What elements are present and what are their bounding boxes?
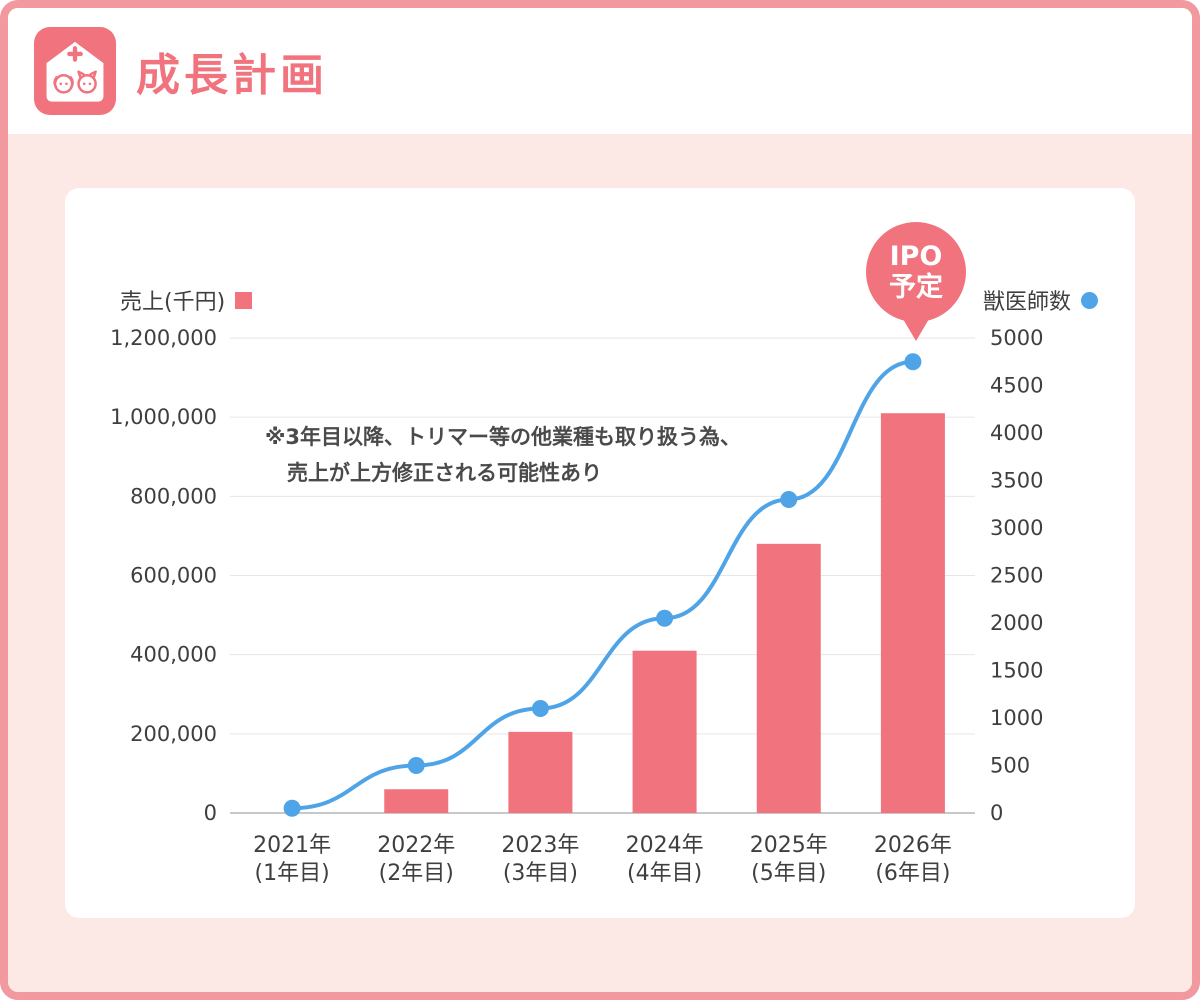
pet-house-icon xyxy=(46,41,104,102)
svg-text:1500: 1500 xyxy=(990,659,1043,683)
svg-text:2025年: 2025年 xyxy=(750,833,828,858)
svg-text:(5年目): (5年目) xyxy=(751,861,826,886)
vets-swatch-icon xyxy=(1081,291,1099,309)
page-title: 成長計画 xyxy=(136,50,328,101)
svg-text:2022年: 2022年 xyxy=(377,833,455,858)
svg-text:(3年目): (3年目) xyxy=(503,861,578,886)
chart-annotation: ※3年目以降、トリマー等の他業種も取り扱う為、 売上が上方修正される可能性あり xyxy=(265,420,741,491)
svg-text:2021年: 2021年 xyxy=(253,833,331,858)
svg-text:5000: 5000 xyxy=(990,326,1043,350)
svg-text:3000: 3000 xyxy=(990,516,1043,540)
legend-vets: 獣医師数 xyxy=(983,284,1099,316)
svg-text:500: 500 xyxy=(990,754,1030,778)
header: 成長計画 xyxy=(8,8,1192,134)
x-axis-labels: 2021年 (1年目) 2022年 (2年目) 2023年 (3年目) 2024年 (4年目)… xyxy=(253,833,952,886)
svg-text:2026年: 2026年 xyxy=(874,833,952,858)
svg-text:1000: 1000 xyxy=(990,706,1043,730)
vets-line-dots xyxy=(283,353,922,817)
svg-text:(1年目): (1年目) xyxy=(254,861,329,886)
svg-text:2023年: 2023年 xyxy=(501,833,579,858)
svg-text:1,200,000: 1,200,000 xyxy=(110,326,217,350)
svg-text:600,000: 600,000 xyxy=(130,564,217,588)
svg-text:400,000: 400,000 xyxy=(130,643,217,667)
annotation-line2: 売上が上方修正される可能性あり xyxy=(287,460,602,485)
sales-swatch-icon xyxy=(235,291,253,309)
legend-vets-label: 獣医師数 xyxy=(983,290,1072,315)
grid-lines xyxy=(230,337,975,814)
svg-text:2024年: 2024年 xyxy=(626,833,704,858)
ipo-badge-line1: IPO xyxy=(889,240,943,272)
svg-text:800,000: 800,000 xyxy=(130,484,217,508)
svg-text:0: 0 xyxy=(990,801,1003,825)
svg-text:4500: 4500 xyxy=(990,374,1043,398)
ipo-badge: IPO 予定 xyxy=(866,222,966,322)
clinic-logo xyxy=(34,27,116,115)
svg-text:4000: 4000 xyxy=(990,421,1043,445)
legend-sales-label: 売上(千円) xyxy=(120,290,226,315)
svg-text:(4年目): (4年目) xyxy=(627,861,702,886)
svg-text:(6年目): (6年目) xyxy=(875,861,950,886)
ipo-badge-line2: 予定 xyxy=(889,272,943,303)
svg-text:3500: 3500 xyxy=(990,469,1043,493)
legend-sales: 売上(千円) xyxy=(120,284,253,316)
right-axis-ticks: 0 500 1000 1500 2000 2500 3000 3500 4000 4500 5000 xyxy=(990,326,1043,825)
chart-card: 売上(千円) 獣医師数 IPO 予定 ※3年目以降、トリマー等の他業種も取り扱う… xyxy=(65,188,1135,918)
svg-text:0: 0 xyxy=(204,801,217,825)
left-axis-ticks: 0 200,000 400,000 600,000 800,000 1,000,000 1,… xyxy=(110,326,217,825)
svg-text:(2年目): (2年目) xyxy=(379,861,454,886)
svg-text:1,000,000: 1,000,000 xyxy=(110,405,217,429)
sales-bars xyxy=(384,413,945,813)
combo-chart: 0 200,000 400,000 600,000 800,000 1,000,000 1,… xyxy=(110,326,1043,886)
svg-text:200,000: 200,000 xyxy=(130,722,217,746)
svg-text:2000: 2000 xyxy=(990,611,1043,635)
annotation-line1: ※3年目以降、トリマー等の他業種も取り扱う為、 xyxy=(265,425,742,449)
svg-text:2500: 2500 xyxy=(990,564,1043,588)
